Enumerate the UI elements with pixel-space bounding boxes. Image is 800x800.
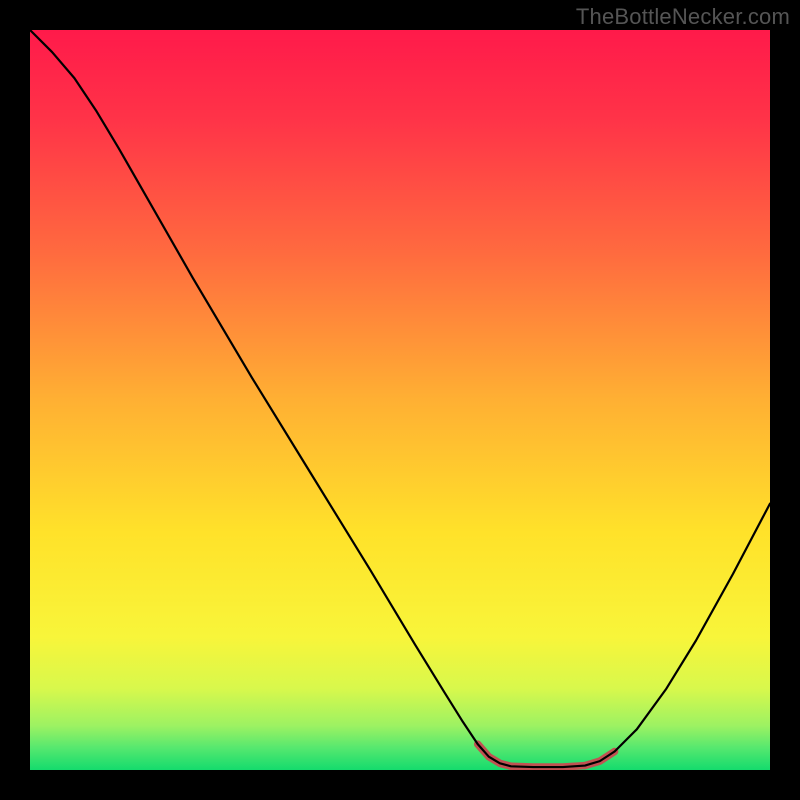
watermark-text: TheBottleNecker.com — [576, 4, 790, 30]
plot-area — [30, 30, 770, 770]
chart-frame: TheBottleNecker.com — [0, 0, 800, 800]
bottleneck-curve — [30, 30, 770, 767]
curve-layer — [30, 30, 770, 770]
highlight-segment — [478, 744, 511, 766]
